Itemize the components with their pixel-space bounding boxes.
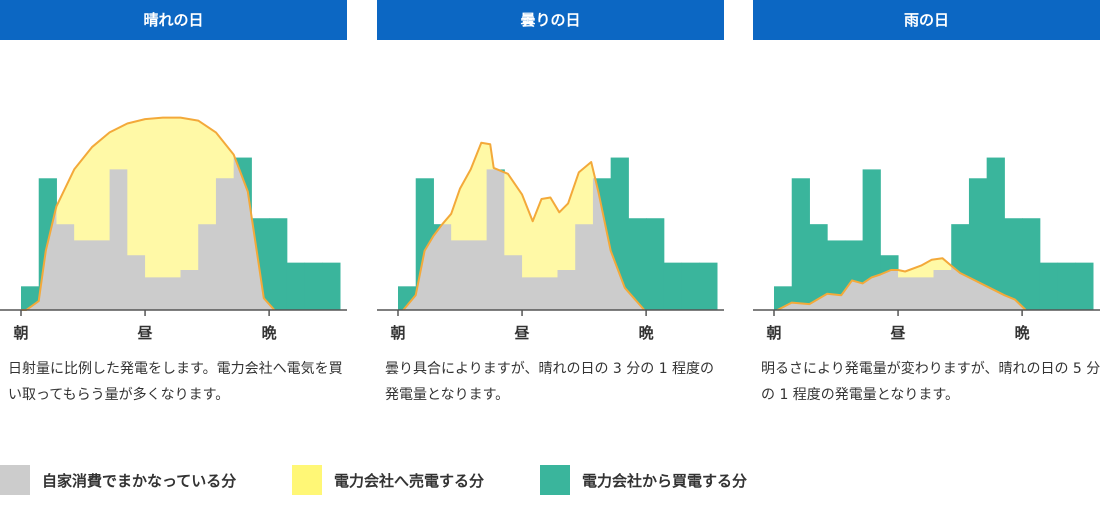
consumption-bar	[1039, 262, 1059, 310]
panel-description: 明るさにより発電量が変わりますが、晴れの日の 5 分の 1 程度の発電量となりま…	[761, 361, 1100, 403]
x-tick-label: 晩	[639, 324, 654, 342]
consumption-bar	[663, 262, 683, 310]
x-tick-label: 晩	[1015, 324, 1030, 342]
consumption-bar	[1004, 218, 1023, 310]
consumption-bar	[986, 157, 1005, 310]
x-tick-label: 昼	[138, 324, 153, 342]
panel-title: 晴れの日	[0, 0, 347, 40]
legend-item-self-consumption: 自家消費でまかなっている分	[0, 463, 236, 497]
consumption-bar	[1022, 218, 1041, 310]
consumption-bar	[681, 262, 700, 310]
legend-label: 自家消費でまかなっている分	[42, 471, 237, 490]
panel-cloudy: 曇りの日 朝 昼 晩 曇り具合によりますが、晴れの日の 3 分の 1 程度の発電量と…	[377, 0, 724, 420]
x-tick-label: 朝	[766, 324, 781, 342]
legend-item-sell: 電力会社へ売電する分	[292, 463, 484, 497]
x-tick-label: 朝	[390, 324, 405, 342]
panel-description: 曇り具合によりますが、晴れの日の 3 分の 1 程度の発電量となります。	[385, 361, 715, 403]
panel-sunny: 晴れの日 朝 昼 晩 日射量に比例した発電をします。電力会社へ電気を買い取ってもらう…	[0, 0, 347, 420]
generation-curve	[777, 257, 1027, 311]
panel-description: 日射量に比例した発電をします。電力会社へ電気を買い取ってもらう量が多くなります。	[8, 361, 343, 403]
panel-title: 曇りの日	[377, 0, 724, 40]
legend-label: 電力会社から買電する分	[582, 471, 748, 490]
x-tick-label: 昼	[515, 324, 530, 342]
chart-rainy: 朝昼晩	[753, 157, 1100, 342]
consumption-bar	[968, 178, 988, 310]
consumption-bar	[646, 218, 665, 310]
consumption-bar	[322, 262, 341, 310]
x-tick-label: 朝	[13, 324, 28, 342]
self-consumption-area	[777, 258, 1026, 310]
legend-swatch	[540, 465, 570, 495]
chart-sunny: 朝昼晩	[0, 116, 347, 342]
consumption-bar	[791, 178, 810, 310]
consumption-bar	[699, 262, 718, 310]
generation-curve	[402, 141, 646, 311]
consumption-bar	[1075, 262, 1094, 310]
consumption-bar	[269, 218, 288, 310]
legend-item-buy: 電力会社から買電する分	[540, 463, 747, 497]
chart-cloudy: 朝昼晩	[377, 141, 724, 342]
consumption-bar	[809, 224, 828, 310]
panel-rainy: 雨の日 朝 昼 晩 明るさにより発電量が変わりますが、晴れの日の 5 分の 1 程度…	[753, 0, 1100, 420]
legend-label: 電力会社へ売電する分	[334, 471, 485, 490]
generation-curve	[21, 116, 276, 311]
consumption-bar	[286, 262, 306, 310]
legend: 自家消費でまかなっている分 電力会社へ売電する分 電力会社から買電する分	[0, 463, 1100, 497]
panel-title: 雨の日	[753, 0, 1100, 40]
legend-swatch	[292, 465, 322, 495]
x-tick-label: 晩	[262, 324, 277, 342]
legend-swatch	[0, 465, 30, 495]
consumption-bar	[304, 262, 323, 310]
consumption-bar	[628, 218, 647, 310]
consumption-bar	[1057, 262, 1076, 310]
consumption-bar	[827, 240, 846, 310]
x-tick-label: 昼	[891, 324, 906, 342]
